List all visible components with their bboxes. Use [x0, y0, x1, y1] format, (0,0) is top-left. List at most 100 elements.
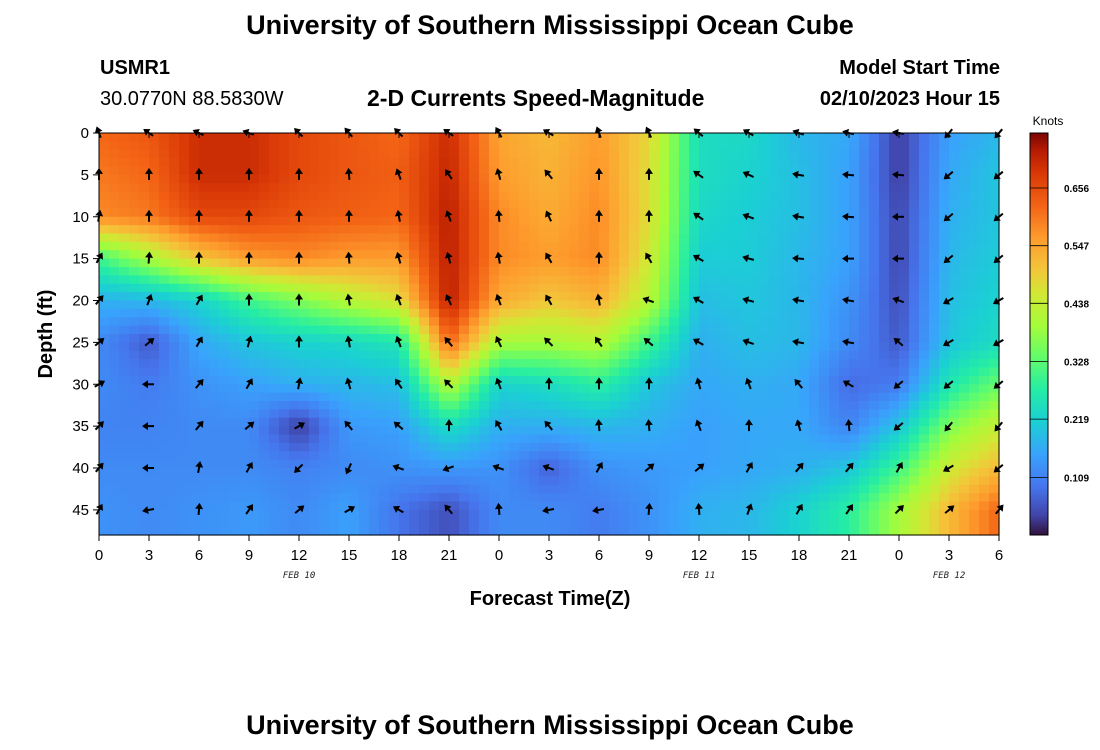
heatmap-cell — [549, 258, 560, 268]
heatmap-cell — [169, 426, 180, 436]
heatmap-cell — [309, 183, 320, 193]
heatmap-cell — [309, 208, 320, 218]
heatmap-cell — [409, 300, 420, 310]
heatmap-cell — [359, 442, 370, 452]
current-arrow — [245, 209, 253, 222]
heatmap-cell — [549, 392, 560, 402]
heatmap-cell — [259, 459, 270, 469]
heatmap-cell — [269, 476, 280, 486]
heatmap-cell — [419, 375, 430, 385]
model-start-time: 02/10/2023 Hour 15 — [819, 88, 1000, 110]
heatmap-cell — [139, 518, 150, 528]
heatmap-cell — [619, 392, 630, 402]
current-arrow — [792, 254, 805, 263]
heatmap-cell — [399, 493, 410, 503]
current-arrow — [943, 170, 954, 180]
heatmap-cell — [789, 216, 800, 226]
heatmap-cell — [399, 459, 410, 469]
heatmap-cell — [839, 409, 850, 419]
heatmap-cell — [849, 442, 860, 452]
heatmap-cell — [829, 392, 840, 402]
heatmap-cell — [679, 501, 690, 511]
heatmap-cell — [619, 141, 630, 151]
heatmap-cell — [659, 451, 670, 461]
heatmap-cell — [129, 484, 140, 494]
heatmap-cell — [979, 442, 990, 452]
heatmap-cell — [169, 350, 180, 360]
heatmap-cell — [409, 342, 420, 352]
heatmap-cell — [689, 258, 700, 268]
heatmap-cell — [689, 133, 700, 142]
heatmap-cell — [619, 308, 630, 318]
heatmap-cell — [759, 468, 770, 477]
heatmap-cell — [449, 200, 460, 209]
heatmap-cell — [199, 484, 210, 494]
heatmap-cell — [499, 359, 510, 369]
heatmap-cell — [179, 183, 190, 193]
current-arrow — [842, 338, 855, 347]
heatmap-cell — [549, 241, 560, 251]
heatmap-cell — [599, 493, 610, 503]
heatmap-cell — [319, 401, 330, 410]
heatmap-cell — [229, 191, 240, 201]
heatmap-cell — [819, 233, 830, 243]
heatmap-cell — [519, 484, 530, 494]
heatmap-cell — [729, 401, 740, 410]
heatmap-cell — [99, 526, 110, 536]
heatmap-cell — [299, 191, 310, 201]
heatmap-cell — [349, 241, 360, 251]
heatmap-cell — [379, 518, 390, 528]
heatmap-cell — [679, 342, 690, 352]
heatmap-cell — [239, 442, 250, 452]
heatmap-cell — [489, 191, 500, 201]
heatmap-cell — [539, 183, 550, 193]
heatmap-cell — [109, 468, 120, 477]
heatmap-cell — [169, 442, 180, 452]
heatmap-cell — [439, 359, 450, 369]
heatmap-cell — [799, 468, 810, 477]
current-arrow — [344, 335, 353, 348]
heatmap-cell — [269, 442, 280, 452]
heatmap-cell — [569, 292, 580, 302]
heatmap-cell — [679, 350, 690, 360]
heatmap-cell — [799, 442, 810, 452]
heatmap-cell — [349, 133, 360, 142]
current-arrow — [592, 506, 605, 515]
heatmap-cell — [109, 158, 120, 168]
heatmap-cell — [539, 392, 550, 402]
heatmap-cell — [249, 459, 260, 469]
heatmap-cell — [639, 166, 650, 176]
current-arrow — [294, 505, 305, 514]
heatmap-cell — [169, 241, 180, 251]
heatmap-cell — [159, 417, 170, 427]
heatmap-cell — [479, 166, 490, 176]
heatmap-cell — [779, 375, 790, 385]
heatmap-cell — [369, 359, 380, 369]
heatmap-cell — [649, 241, 660, 251]
heatmap-cell — [229, 166, 240, 176]
heatmap-cell — [449, 183, 460, 193]
heatmap-cell — [899, 258, 910, 268]
heatmap-cell — [449, 275, 460, 285]
heatmap-cell — [129, 141, 140, 151]
heatmap-cell — [699, 166, 710, 176]
heatmap-cell — [229, 325, 240, 335]
heatmap-cell — [789, 468, 800, 477]
heatmap-cell — [889, 191, 900, 201]
heatmap-cell — [269, 334, 280, 343]
heatmap-cell — [869, 241, 880, 251]
heatmap-cell — [329, 384, 340, 394]
heatmap-cell — [629, 233, 640, 243]
heatmap-cell — [229, 267, 240, 276]
heatmap-cell — [519, 501, 530, 511]
current-arrow — [245, 504, 254, 515]
heatmap-cell — [99, 476, 110, 486]
heatmap-cell — [319, 434, 330, 444]
heatmap-cell — [979, 426, 990, 436]
heatmap-cell — [249, 409, 260, 419]
heatmap-cell — [569, 518, 580, 528]
heatmap-cell — [539, 241, 550, 251]
heatmap-cell — [489, 434, 500, 444]
heatmap-cell — [899, 334, 910, 343]
heatmap-cell — [859, 258, 870, 268]
